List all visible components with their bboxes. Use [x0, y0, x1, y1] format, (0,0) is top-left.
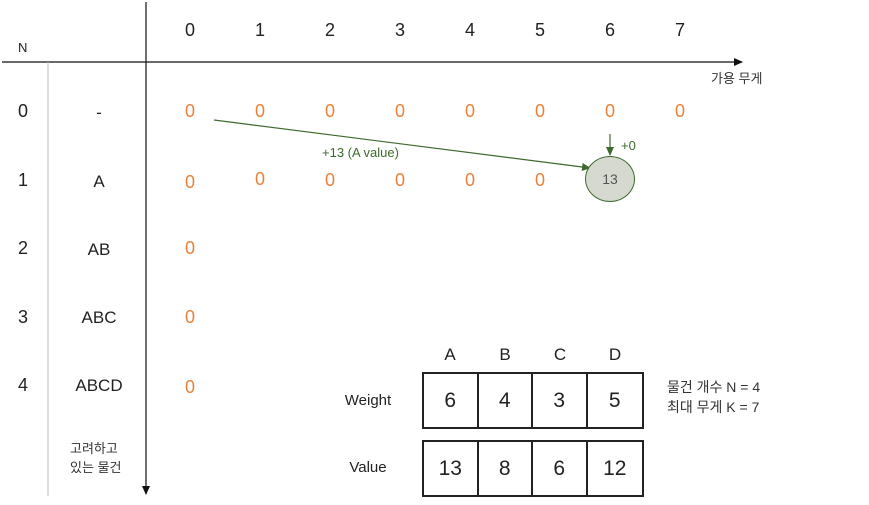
dp-cell: 0: [184, 307, 195, 327]
dp-cell: 0: [674, 101, 685, 121]
row-n: 0: [17, 101, 28, 121]
capacity-header: 0: [184, 20, 195, 40]
weight-cell: 5: [608, 388, 621, 412]
weight-cell: 4: [479, 374, 533, 427]
row-n: 2: [17, 238, 28, 258]
dp-cell: 0: [394, 170, 405, 190]
capacity-header: 4: [464, 20, 475, 40]
down-arrow-label: +0: [621, 138, 636, 153]
highlight-cell: 13: [585, 156, 635, 202]
dp-cell: 0: [604, 101, 615, 121]
weight-row: 6 4 3 5: [422, 372, 644, 429]
capacity-header: 3: [394, 20, 405, 40]
item-header: A: [444, 345, 456, 364]
value-row-label: Value: [349, 459, 387, 476]
item-count-info: 물건 개수 N = 4: [667, 379, 761, 395]
capacity-header: 2: [324, 20, 335, 40]
row-items: ABC: [81, 308, 117, 327]
dp-cell: 0: [184, 101, 195, 121]
value-cell: 12: [603, 456, 627, 480]
dp-cell: 0: [324, 101, 335, 121]
item-header: D: [608, 345, 622, 364]
dp-cell: 0: [394, 101, 405, 121]
weight-cell: 6: [424, 374, 479, 427]
weight-row-label: Weight: [344, 392, 392, 409]
row-n: 1: [17, 170, 28, 190]
dp-cell: 0: [534, 170, 545, 190]
dp-cell: 0: [184, 377, 195, 397]
dp-cell: 0: [464, 101, 475, 121]
capacity-header: 1: [254, 20, 265, 40]
value-cell: 8: [479, 442, 533, 495]
item-header: C: [553, 345, 567, 364]
transition-arrow-label: +13 (A value): [322, 145, 399, 160]
row-n: 4: [17, 375, 28, 395]
row-items: AB: [87, 240, 111, 259]
dp-cell: 0: [464, 170, 475, 190]
max-weight-info: 최대 무게 K = 7: [667, 399, 760, 415]
dp-cell: 0: [184, 172, 195, 192]
capacity-header: 5: [534, 20, 545, 40]
item-header: B: [499, 345, 511, 364]
x-axis-label: 가용 무게: [711, 71, 763, 86]
row-items: ABCD: [75, 376, 123, 395]
row-items: A: [93, 172, 105, 191]
y-axis-label-line1: 고려하고: [70, 441, 118, 456]
value-cell: 6: [533, 442, 588, 495]
dp-cell: 0: [254, 101, 265, 121]
weight-cell: 3: [533, 374, 588, 427]
capacity-header: 6: [604, 20, 615, 40]
row-items: -: [96, 103, 102, 122]
dp-cell: 0: [324, 170, 335, 190]
dp-cell: 0: [184, 238, 195, 258]
dp-cell: 0: [534, 101, 545, 121]
capacity-header: 7: [674, 20, 685, 40]
row-n: 3: [17, 307, 28, 327]
value-cell: 13: [424, 442, 479, 495]
transition-arrow: [213, 119, 591, 171]
y-axis-label-line2: 있는 물건: [70, 460, 122, 475]
dp-cell: 0: [254, 169, 265, 189]
value-row: 13 8 6 12: [422, 440, 644, 497]
n-axis-label: N: [18, 40, 28, 55]
